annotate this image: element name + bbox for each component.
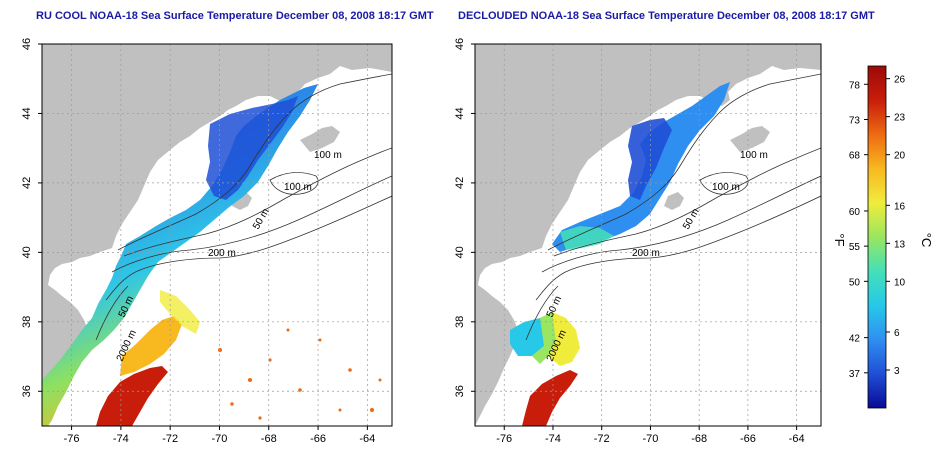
lon-tick-label: -76: [64, 433, 80, 445]
title-left: RU COOL NOAA-18 Sea Surface Temperature …: [36, 10, 434, 22]
lat-tick-label: 38: [454, 316, 466, 328]
land-left: [42, 44, 392, 426]
lat-tick-label: 42: [21, 177, 33, 189]
colorbar-c-tick: 23: [894, 113, 906, 124]
contour-label-200m-right: 200 m: [632, 248, 660, 259]
lat-tick-label: 46: [21, 38, 33, 50]
colorbar-c-tick: 26: [894, 75, 906, 86]
lon-tick-label: -76: [496, 433, 512, 445]
lat-tick-label: 36: [21, 385, 33, 397]
map-frame-right: [474, 43, 822, 427]
lat-tick-label: 38: [21, 316, 33, 328]
lat-tick-label: 36: [454, 385, 466, 397]
lon-tick-label: -74: [545, 433, 561, 445]
colorbar-c-tick: 13: [894, 239, 906, 250]
colorbar-c-tick: 16: [894, 201, 906, 212]
lon-tick-label: -72: [162, 433, 178, 445]
contour-label-200m: 200 m: [208, 248, 236, 259]
colorbar-f-tick: 68: [849, 151, 861, 162]
colorbar-unit-c: °C: [919, 233, 934, 248]
lon-tick-label: -66: [310, 433, 326, 445]
colorbar-f-tick: 50: [849, 277, 861, 288]
sst-warm-right: [522, 370, 578, 426]
contour-label-100m-b: 100 m: [284, 182, 312, 193]
colorbar-f-tick: 78: [849, 80, 861, 91]
colorbar-f-tick: 55: [849, 242, 861, 253]
lon-tick-label: -72: [594, 433, 610, 445]
lon-tick-label: -68: [691, 433, 707, 445]
lat-tick-label: 44: [21, 107, 33, 119]
land-right: [475, 44, 821, 426]
contour-label-100m-b-right: 100 m: [712, 182, 740, 193]
colorbar-f-tick: 42: [849, 334, 861, 345]
lat-tick-label: 40: [21, 246, 33, 258]
colorbar-f-tick: 73: [849, 115, 861, 126]
lon-tick-label: -66: [740, 433, 756, 445]
lat-tick-label: 46: [454, 38, 466, 50]
map-panel-left: 100 m 100 m 50 m 200 m 50 m 2000 m -76 -7…: [21, 38, 393, 445]
lon-tick-label: -64: [789, 433, 805, 445]
colorbar-f-tick: 37: [849, 369, 861, 380]
colorbar-c-tick: 6: [894, 328, 900, 339]
colorbar-gradient: [867, 65, 887, 409]
map-panel-right: 100 m 100 m 50 m 200 m 50 m 2000 m -76 -7…: [454, 38, 822, 445]
title-right: DECLOUDED NOAA-18 Sea Surface Temperatur…: [458, 10, 875, 22]
colorbar-c-tick: 3: [894, 366, 900, 377]
lat-tick-label: 40: [454, 246, 466, 258]
lon-tick-label: -70: [212, 433, 228, 445]
lon-tick-label: -68: [261, 433, 277, 445]
colorbar-f-tick: 60: [849, 207, 861, 218]
lon-tick-label: -70: [642, 433, 658, 445]
colorbar-unit-f: °F: [832, 233, 847, 246]
sst-warm-left: [96, 366, 168, 426]
contour-label-100m-a-right: 100 m: [740, 150, 768, 161]
lon-tick-label: -64: [359, 433, 375, 445]
map-frame-left: [41, 43, 393, 427]
sst-coverage-right: [552, 82, 730, 252]
lat-tick-label: 42: [454, 177, 466, 189]
colorbar: 26 23 20 16 13 10 6 3 78 73 68 60 55 50 42 37 °F °C: [832, 65, 934, 409]
contour-label-100m-a: 100 m: [314, 150, 342, 161]
colorbar-c-tick: 20: [894, 151, 906, 162]
lat-tick-label: 44: [454, 107, 466, 119]
lon-tick-label: -74: [113, 433, 129, 445]
colorbar-c-tick: 10: [894, 277, 906, 288]
